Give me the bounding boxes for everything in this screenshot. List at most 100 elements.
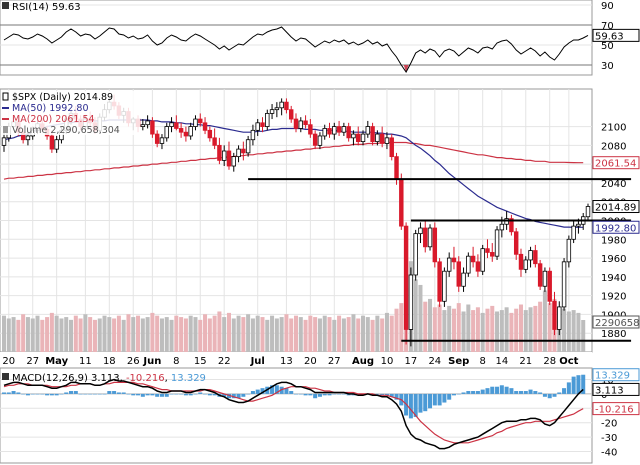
date-label: 26 xyxy=(127,356,140,367)
candle-body xyxy=(346,126,351,139)
candle-body xyxy=(154,133,160,144)
volume-bar xyxy=(394,308,399,352)
price-flag: 1992.80 xyxy=(595,223,636,234)
candle-body xyxy=(193,118,198,127)
candle-body xyxy=(509,218,514,233)
volume-bar xyxy=(538,301,543,352)
volume-bar xyxy=(78,318,83,352)
macd-histogram-bar xyxy=(255,389,260,394)
macd-histogram-bar xyxy=(432,393,437,406)
rsi-tick-label: 30 xyxy=(601,61,614,72)
candle-body xyxy=(475,261,481,272)
date-label: 27 xyxy=(328,356,341,367)
macd-histogram-bar xyxy=(126,393,131,395)
macd-histogram-bar xyxy=(475,391,480,394)
candle-body xyxy=(327,128,332,135)
macd-histogram-bar xyxy=(451,393,456,396)
macd-histogram-bar xyxy=(480,389,485,394)
volume-bar xyxy=(471,310,476,352)
macd-histogram-bar xyxy=(313,393,318,399)
macd-flag: 13.329 xyxy=(595,371,630,382)
candle-body xyxy=(547,270,552,302)
candle-body xyxy=(188,126,193,137)
volume-bar xyxy=(30,318,35,352)
volume-bar xyxy=(279,317,284,352)
candle-body xyxy=(245,139,251,154)
volume-bar xyxy=(337,315,342,352)
date-label: Jun xyxy=(142,356,161,367)
price-tick-label: 2100 xyxy=(601,123,626,134)
date-label: 15 xyxy=(194,356,207,367)
macd-flag-box xyxy=(592,368,640,382)
macd-histogram-bar xyxy=(552,393,557,397)
volume-bar xyxy=(399,303,404,352)
macd-histogram-bar xyxy=(164,393,169,397)
candle-body xyxy=(217,144,222,161)
volume-bar xyxy=(437,304,442,352)
volume-bar xyxy=(466,304,471,352)
volume-bar xyxy=(40,319,45,352)
macd-histogram-bar xyxy=(246,393,251,395)
macd-histogram-bar xyxy=(102,393,107,395)
volume-bar xyxy=(509,312,514,352)
macd-histogram-bar xyxy=(380,393,385,396)
candle-body xyxy=(365,126,371,135)
candle-body xyxy=(317,135,323,146)
macd-histogram-bar xyxy=(485,388,490,394)
macd-histogram-bar xyxy=(547,393,552,399)
ma200-line xyxy=(3,141,584,180)
macd-flag: 3.113 xyxy=(595,385,624,396)
macd-histogram-bar xyxy=(509,388,514,394)
candle-body xyxy=(413,233,418,276)
macd-histogram-bar xyxy=(30,393,35,395)
date-label: 28 xyxy=(543,356,556,367)
macd-line xyxy=(3,378,584,450)
rsi-tick-label: 50 xyxy=(601,41,614,52)
macd-histogram-bar xyxy=(59,393,64,395)
macd-histogram-bar xyxy=(78,393,83,395)
candle-body xyxy=(408,274,414,330)
volume-bar xyxy=(155,315,160,352)
date-label: Sep xyxy=(448,356,469,367)
candle-body xyxy=(437,261,442,302)
volume-bar xyxy=(88,317,93,352)
candle-body xyxy=(423,227,428,248)
volume-bar xyxy=(179,317,184,352)
volume-bar xyxy=(485,308,490,352)
rsi-legend-label: RSI(14) 59.63 xyxy=(12,2,81,13)
macd-histogram-bar xyxy=(562,388,567,394)
macd-histogram-bar xyxy=(179,393,184,395)
macd-histogram-bar xyxy=(389,393,394,397)
macd-histogram-bar xyxy=(557,392,562,394)
macd-histogram-bar xyxy=(11,391,16,394)
candle-body xyxy=(542,270,548,287)
macd-histogram-bar xyxy=(298,393,303,395)
candle-body xyxy=(427,227,433,248)
macd-histogram-bar xyxy=(571,376,576,394)
volume-bar xyxy=(423,301,428,352)
macd-histogram-bar xyxy=(97,393,102,395)
macd-histogram-bar xyxy=(471,391,476,394)
volume-bar xyxy=(226,312,231,352)
macd-histogram-bar xyxy=(73,391,78,394)
date-label: 11 xyxy=(79,356,92,367)
rsi-tick-label: 90 xyxy=(601,1,614,12)
candle-body xyxy=(178,128,184,133)
volume-bar xyxy=(107,317,112,352)
price-tick-label: 1980 xyxy=(601,235,626,246)
volume-bar xyxy=(365,317,370,352)
macd-tick-label: -40 xyxy=(601,447,617,458)
volume-bar xyxy=(298,317,303,352)
candle-body xyxy=(145,120,150,126)
volume-bar xyxy=(131,317,136,352)
macd-histogram-bar xyxy=(45,393,50,396)
macd-histogram-bar xyxy=(236,393,241,399)
volume-bar xyxy=(145,317,150,352)
candle-body xyxy=(552,300,557,330)
candle-body xyxy=(260,122,265,127)
macd-histogram-bar xyxy=(341,393,346,395)
macd-histogram-bar xyxy=(533,391,538,394)
macd-histogram-bar xyxy=(284,388,289,394)
volume-bar xyxy=(35,315,40,352)
